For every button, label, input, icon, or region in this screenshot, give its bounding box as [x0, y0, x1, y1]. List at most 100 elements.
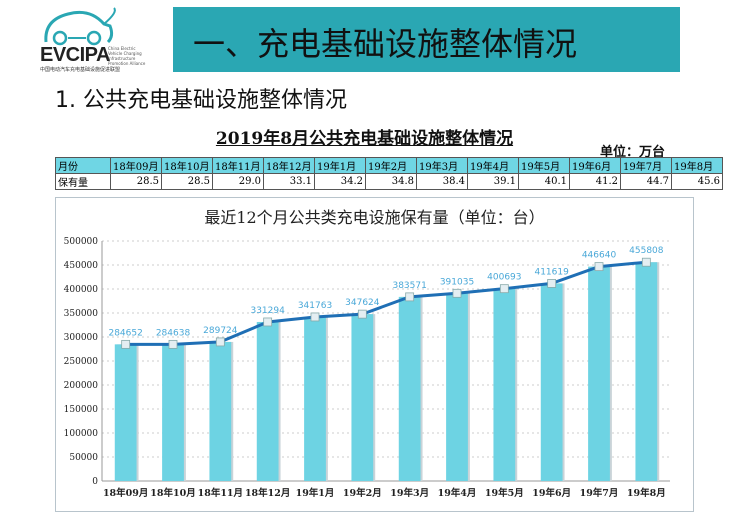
month-cell: 19年8月: [671, 157, 723, 174]
x-tick-label: 19年2月: [343, 487, 382, 499]
y-tick-label: 50000: [69, 453, 98, 463]
data-label: 289724: [203, 326, 238, 336]
x-tick-label: 18年11月: [198, 487, 243, 499]
data-label: 400693: [487, 273, 521, 283]
month-cell: 19年7月: [620, 157, 672, 174]
logo: [38, 6, 150, 76]
line-marker: [594, 262, 604, 272]
value-cell: 34.2: [314, 173, 366, 190]
data-label: 383571: [392, 281, 426, 291]
line-marker: [310, 312, 320, 322]
line-marker: [547, 279, 557, 288]
car-plug-icon: [44, 7, 116, 46]
bar: [162, 344, 184, 481]
value-cell: 40.1: [518, 173, 570, 190]
value-cell: 28.5: [161, 173, 213, 190]
table-header-row: 月份 18年09月 18年10月 18年11月 18年12月 19年1月 19年2月 19年3…: [55, 157, 723, 174]
month-cell: 18年12月: [263, 157, 315, 174]
y-tick-label: 500000: [64, 237, 99, 247]
x-tick-label: 19年7月: [580, 487, 619, 499]
value-cell: 28.5: [110, 173, 162, 190]
data-label: 391035: [440, 277, 474, 287]
month-cell: 18年09月: [110, 157, 162, 174]
title-banner: 一、充电基础设施整体情况: [173, 7, 680, 72]
y-tick-label: 200000: [64, 381, 99, 391]
line-marker: [121, 339, 131, 349]
chart-plot: 0 50000 100000 150000 200000 250000 300000 3500…: [64, 237, 670, 499]
month-cell: 19年3月: [416, 157, 468, 174]
value-cell: 45.6: [671, 173, 723, 190]
table-unit: 单位：万台: [600, 145, 666, 160]
x-tick-label: 18年09月: [103, 487, 148, 499]
line-marker: [641, 257, 651, 267]
value-cell: 38.4: [416, 173, 468, 190]
bar: [540, 283, 563, 481]
bar: [446, 293, 468, 481]
value-cell: 44.7: [620, 173, 672, 190]
value-cell: 39.1: [467, 173, 519, 190]
y-tick-label: 250000: [64, 357, 99, 367]
month-cell: 19年5月: [518, 157, 570, 174]
value-cell: 34.8: [365, 173, 417, 190]
x-tick-label: 19年5月: [485, 487, 524, 499]
x-tick-label: 18年10月: [150, 487, 195, 499]
month-cell: 19年4月: [467, 157, 519, 174]
month-cell: 19年1月: [314, 157, 366, 174]
month-cell: 18年11月: [212, 157, 264, 174]
y-tick-label: 350000: [64, 309, 99, 319]
x-tick-label: 19年1月: [296, 487, 335, 499]
trend-line: [125, 260, 647, 346]
x-tick-label: 18年12月: [245, 487, 290, 499]
data-label: 331294: [250, 306, 285, 316]
chart: 最近12个月公共类充电设施保有量（单位：台） 0 50000 100000 15000…: [55, 197, 694, 512]
summary-table: 月份 18年09月 18年10月 18年11月 18年12月 19年1月 19年2月 19年3…: [55, 157, 723, 190]
month-cell: 18年10月: [161, 157, 213, 174]
x-tick-label: 19年8月: [627, 487, 666, 499]
line-marker: [499, 284, 509, 294]
x-tick-label: 19年3月: [390, 487, 429, 499]
data-label: 341763: [298, 301, 332, 311]
banner-title: 一、充电基础设施整体情况: [193, 25, 578, 63]
table-value-row: 保有量 28.5 28.5 29.0 33.1 34.2 34.8 38.4 39.1 40.1 4…: [55, 173, 723, 190]
month-cell: 19年6月: [569, 157, 621, 174]
logo-english: China Electric Vehicle Charging Infrastr…: [108, 46, 146, 66]
data-label: 411619: [534, 267, 569, 277]
logo-name: EVCIPA: [40, 44, 110, 66]
data-label: 347624: [345, 298, 380, 308]
bar: [209, 341, 232, 481]
y-tick-label: 150000: [64, 405, 99, 415]
data-label: 446640: [582, 251, 617, 261]
bar: [351, 314, 374, 481]
line-marker: [357, 309, 367, 319]
chart-title: 最近12个月公共类充电设施保有量（单位：台）: [204, 208, 545, 227]
y-tick-label: 300000: [64, 333, 99, 343]
value-cell: 41.2: [569, 173, 621, 190]
line-marker: [215, 337, 225, 347]
bar: [635, 262, 658, 481]
x-tick-label: 19年6月: [532, 487, 571, 499]
logo-subtitle: 中国电动汽车充电基础设施促进联盟: [40, 67, 121, 73]
bar: [304, 316, 326, 481]
line-marker: [168, 339, 178, 349]
data-label: 284652: [108, 328, 142, 338]
data-label: 455808: [629, 246, 664, 256]
bar: [256, 321, 279, 481]
y-tick-label: 0: [92, 477, 98, 487]
bar: [588, 266, 610, 481]
month-cell: 19年2月: [365, 157, 417, 174]
line-marker: [263, 317, 273, 327]
value-cell: 29.0: [212, 173, 264, 190]
y-tick-label: 100000: [64, 429, 99, 439]
line-marker: [452, 288, 462, 298]
bar: [493, 288, 516, 481]
header-cell: 保有量: [55, 173, 111, 190]
bar: [398, 296, 421, 481]
x-tick-label: 19年4月: [438, 487, 477, 499]
line-marker: [405, 292, 415, 302]
table-title: 2019年8月公共充电基础设施整体情况: [215, 129, 514, 149]
section-title: 1. 公共充电基础设施整体情况: [55, 88, 347, 113]
bar: [114, 344, 137, 481]
value-cell: 33.1: [263, 173, 315, 190]
y-tick-label: 450000: [64, 261, 99, 271]
header-cell: 月份: [55, 157, 111, 174]
